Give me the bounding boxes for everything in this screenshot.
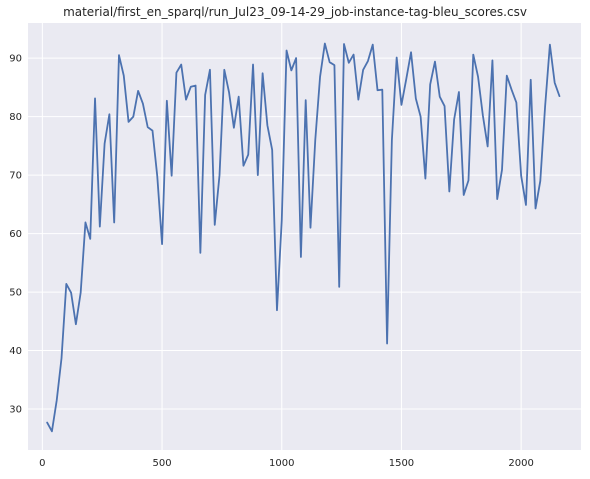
y-tick-label: 60 [9, 229, 22, 240]
chart-title: material/first_en_sparql/run_Jul23_09-14… [63, 5, 527, 19]
plot-area [28, 23, 581, 450]
x-tick-label: 1000 [269, 458, 294, 469]
x-tick-label: 500 [153, 458, 172, 469]
y-tick-label: 30 [9, 405, 22, 416]
y-tick-label: 70 [9, 171, 22, 182]
x-axis-ticks: 0 500 1000 1500 2000 [39, 458, 534, 469]
x-tick-label: 1500 [389, 458, 414, 469]
y-axis-ticks: 30 40 50 60 70 80 90 [9, 54, 22, 416]
y-tick-label: 50 [9, 288, 22, 299]
y-tick-label: 80 [9, 112, 22, 123]
y-tick-label: 90 [9, 54, 22, 65]
series-line [46, 42, 561, 433]
x-tick-label: 0 [39, 458, 45, 469]
y-tick-label: 40 [9, 346, 22, 357]
series-layer [46, 42, 561, 433]
x-tick-label: 2000 [508, 458, 533, 469]
